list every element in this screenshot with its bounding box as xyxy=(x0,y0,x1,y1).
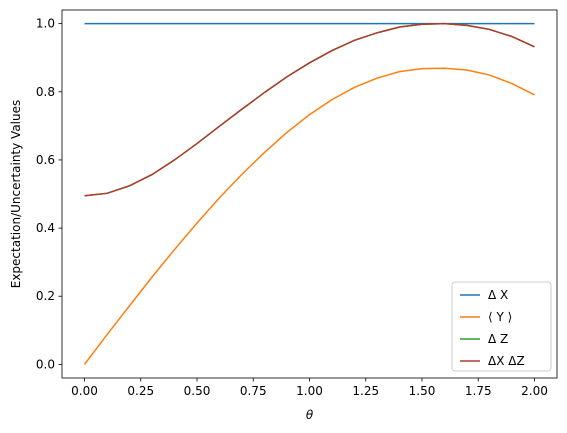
x-tick-label: 0.75 xyxy=(240,384,267,398)
x-tick-label: 1.00 xyxy=(296,384,323,398)
y-tick-label: 0.2 xyxy=(36,289,55,303)
legend-label: ΔX ΔZ xyxy=(488,354,525,368)
legend: Δ X ⟨ Y ⟩ Δ Z ΔX ΔZ xyxy=(451,281,552,372)
legend-label: ⟨ Y ⟩ xyxy=(488,310,512,324)
y-tick-label: 0.8 xyxy=(36,85,55,99)
legend-label: Δ X xyxy=(488,288,508,302)
x-tick-label: 0.25 xyxy=(127,384,154,398)
y-tick-label: 0.4 xyxy=(36,221,55,235)
x-tick-label: 0.00 xyxy=(71,384,98,398)
y-axis-label: Expectation/Uncertainty Values xyxy=(9,100,23,289)
y-tick-label: 0.0 xyxy=(36,357,55,371)
y-axis-ticks: 0.0 0.2 0.4 0.6 0.8 1.0 xyxy=(36,17,62,371)
y-tick-label: 1.0 xyxy=(36,17,55,31)
series-line-3 xyxy=(84,22,535,197)
y-tick-label: 0.6 xyxy=(36,153,55,167)
legend-box xyxy=(451,281,552,372)
x-tick-label: 1.50 xyxy=(409,384,436,398)
x-tick-label: 1.25 xyxy=(352,384,379,398)
series-line-1 xyxy=(83,67,535,365)
x-tick-label: 0.50 xyxy=(184,384,211,398)
x-tick-label: 1.75 xyxy=(465,384,492,398)
series-layer xyxy=(83,22,535,365)
x-axis-ticks: 0.00 0.25 0.50 0.75 1.00 1.25 1.50 1.75 2.00 xyxy=(71,378,548,398)
x-axis-label: θ xyxy=(306,408,314,422)
legend-label: Δ Z xyxy=(488,332,508,346)
series-line-2 xyxy=(84,22,535,197)
x-tick-label: 2.00 xyxy=(521,384,548,398)
